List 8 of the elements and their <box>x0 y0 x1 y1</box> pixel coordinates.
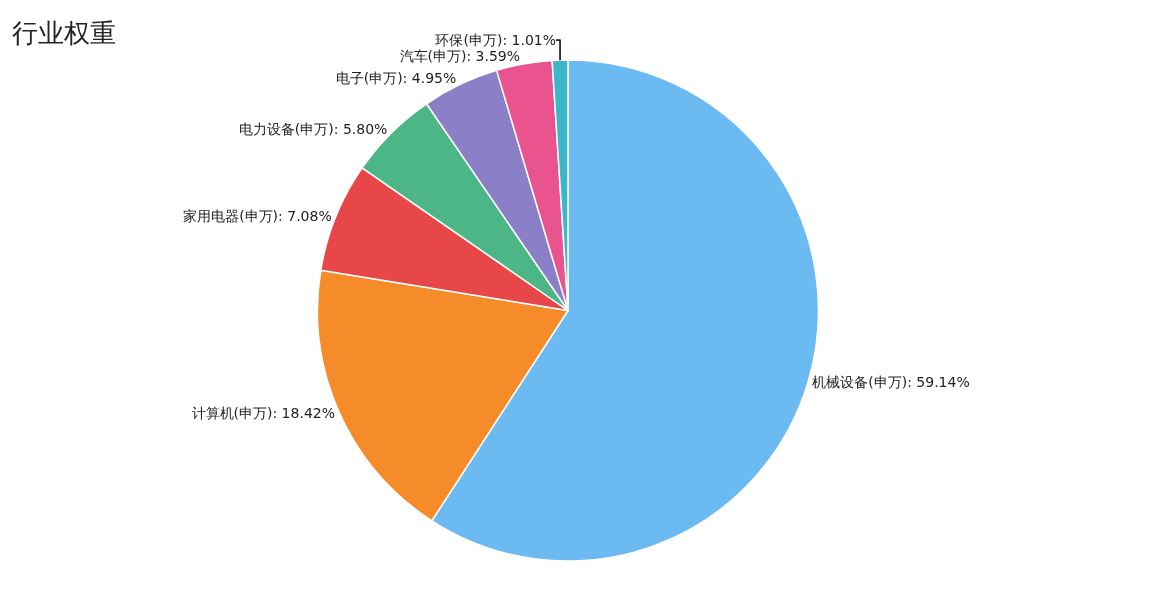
slice-label: 电力设备(申万): 5.80% <box>238 120 388 137</box>
slice-label: 环保(申万): 1.01% <box>435 32 557 49</box>
slice-label: 汽车(申万): 3.59% <box>399 48 521 65</box>
slice-label: 机械设备(申万): 59.14% <box>812 374 970 391</box>
slice-label: 家用电器(申万): 7.08% <box>183 207 332 224</box>
slice-label: 计算机(申万): 18.42% <box>191 405 336 422</box>
chart-title: 行业权重 <box>11 18 116 49</box>
slice-label: 电子(申万): 4.95% <box>335 69 457 86</box>
